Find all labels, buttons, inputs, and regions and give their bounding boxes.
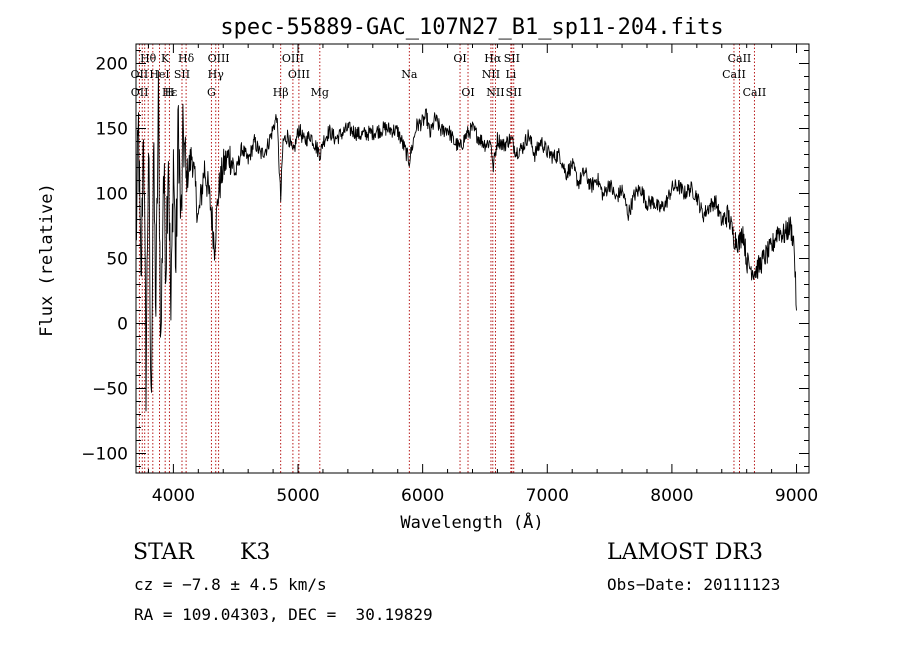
- coordinates: RA = 109.04303, DEC = 30.19829: [134, 605, 433, 624]
- object-class: STAR: [133, 540, 194, 565]
- line-label-20: SII: [174, 68, 190, 81]
- y-tick-label-150: 150: [96, 120, 128, 140]
- line-label-13: CaII: [728, 52, 752, 65]
- line-label-23: HeI: [149, 68, 169, 81]
- plot-area: HβOIIIOIIIMgNaOIOIHαNIINIISIILiSIICaIICa…: [81, 44, 818, 506]
- line-label-19: G: [207, 86, 216, 99]
- line-label-16: Hδ: [178, 52, 195, 65]
- line-label-10: SII: [504, 52, 520, 65]
- line-label-21: H: [165, 86, 175, 99]
- line-label-1: OIII: [282, 52, 304, 65]
- x-tick-label-8000: 8000: [650, 486, 693, 506]
- line-label-7: Hα: [484, 52, 502, 65]
- line-label-24: Hε: [162, 86, 178, 99]
- line-label-9: NII: [486, 86, 504, 99]
- x-tick-label-6000: 6000: [401, 486, 444, 506]
- x-tick-label-7000: 7000: [526, 486, 569, 506]
- line-label-15: CaII: [743, 86, 767, 99]
- x-tick-label-5000: 5000: [276, 486, 319, 506]
- y-tick-label--100: −100: [81, 445, 128, 465]
- y-axis-label: Flux (relative): [37, 183, 57, 337]
- x-tick-label-9000: 9000: [775, 486, 818, 506]
- y-tick-label--50: −50: [92, 380, 128, 400]
- spectrum-line: [135, 70, 797, 412]
- plot-frame: [135, 43, 810, 474]
- subclass: K3: [240, 540, 271, 565]
- line-label-12: SII: [506, 86, 522, 99]
- x-tick-label-4000: 4000: [152, 486, 195, 506]
- y-tick-label-0: 0: [117, 315, 128, 335]
- y-tick-label-200: 200: [96, 55, 128, 75]
- line-label-27: OII: [131, 86, 149, 99]
- survey-name: LAMOST DR3: [607, 540, 763, 565]
- line-label-14: CaII: [722, 68, 746, 81]
- line-label-25: Hθ: [140, 52, 157, 65]
- line-label-4: Na: [401, 68, 418, 81]
- line-label-26: OII: [131, 68, 149, 81]
- y-tick-label-50: 50: [106, 250, 128, 270]
- chart-title: spec-55889-GAC_107N27_B1_sp11-204.fits: [220, 15, 723, 40]
- redshift-velocity: cz = −7.8 ± 4.5 km/s: [134, 575, 327, 594]
- line-label-0: Hβ: [273, 86, 289, 99]
- observation-date: Obs−Date: 20111123: [607, 575, 781, 594]
- line-label-8: NII: [482, 68, 500, 81]
- line-label-11: Li: [505, 68, 516, 81]
- line-label-22: K: [161, 52, 170, 65]
- line-label-6: OI: [461, 86, 474, 99]
- x-axis-label: Wavelength (Å): [400, 511, 543, 533]
- line-label-17: OIII: [208, 52, 230, 65]
- line-label-18: Hγ: [208, 68, 225, 81]
- line-label-5: OI: [453, 52, 466, 65]
- line-label-3: Mg: [311, 86, 329, 99]
- y-tick-label-100: 100: [96, 185, 128, 205]
- line-label-2: OIII: [288, 68, 310, 81]
